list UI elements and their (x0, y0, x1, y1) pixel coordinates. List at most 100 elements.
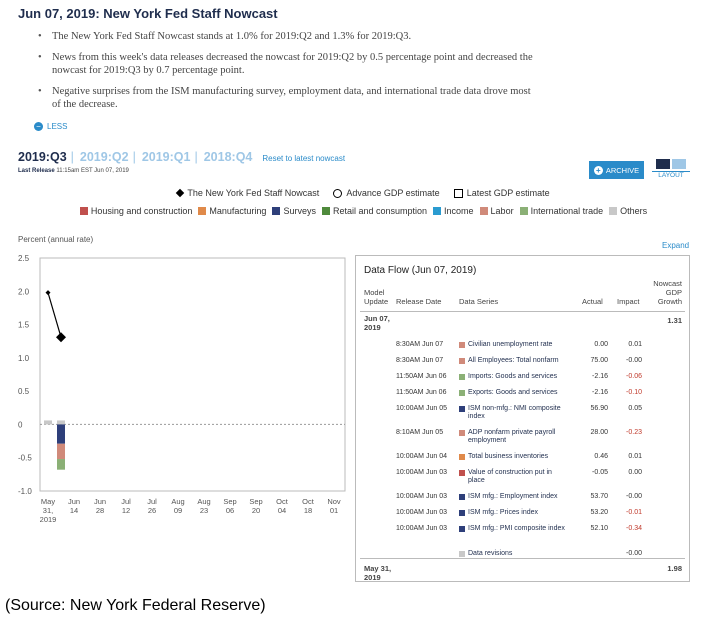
tab-separator: | (70, 150, 74, 164)
x-tick-label: 20 (252, 506, 260, 515)
data-series-header: Data Series (459, 297, 499, 306)
contribution-bar (57, 459, 65, 470)
tab-2019q1[interactable]: 2019:Q1 (141, 150, 191, 164)
series-swatch (459, 551, 465, 557)
legend-swatch (609, 207, 618, 215)
summary-bullet: The New York Fed Staff Nowcast stands at… (38, 30, 536, 43)
circle-icon (333, 188, 343, 198)
impact-cell: -0.23 (626, 429, 642, 436)
tab-separator: | (194, 150, 198, 164)
tab-2019q3[interactable]: 2019:Q3 (18, 150, 67, 164)
layout-button[interactable]: LAYOUT (652, 159, 690, 181)
release-date-cell: 10:00AM Jun 03 (396, 509, 447, 516)
data-series-cell: Data revisions (468, 550, 513, 557)
x-tick-label: May (41, 497, 55, 506)
square-icon (453, 188, 463, 198)
legend-swatch (272, 207, 281, 215)
contribution-bar (57, 420, 65, 425)
actual-cell: 53.70 (590, 493, 608, 500)
data-series-cell: Exports: Goods and services (468, 389, 558, 396)
legend-item: Surveys (272, 206, 316, 216)
legend-item: Latest GDP estimate (453, 188, 550, 198)
category-legend: Housing and construction Manufacturing Sur… (0, 206, 727, 216)
diamond-icon (176, 188, 185, 198)
x-tick-label: Jul (121, 497, 131, 506)
x-tick-label: 14 (70, 506, 78, 515)
data-flow-panel: Data Flow (Jun 07, 2019) Model Update Re… (355, 255, 690, 582)
impact-cell: 0.01 (628, 341, 642, 348)
legend-item: The New York Fed Staff Nowcast (176, 188, 320, 198)
x-tick-label: 09 (174, 506, 182, 515)
series-swatch (459, 494, 465, 500)
less-toggle[interactable]: − LESS (34, 122, 67, 131)
tab-2018q4[interactable]: 2018:Q4 (203, 150, 253, 164)
data-flow-title: Data Flow (Jun 07, 2019) (364, 265, 477, 276)
series-swatch (459, 430, 465, 436)
series-swatch (459, 526, 465, 532)
contribution-bar (44, 420, 52, 425)
x-tick-label: Aug (197, 497, 210, 506)
legend-item: Housing and construction (79, 206, 193, 216)
nowcast-point (45, 290, 51, 296)
contribution-bar (57, 424, 65, 444)
expand-link[interactable]: Expand (662, 241, 690, 250)
y-tick-label: 0.5 (18, 387, 30, 396)
legend-swatch (519, 207, 528, 215)
release-date-header: Release Date (396, 297, 442, 306)
data-series-cell: ISM mfg.: Employment index (468, 493, 558, 500)
archive-button[interactable]: + ARCHIVE (589, 161, 644, 179)
y-tick-label: 0 (18, 420, 23, 429)
minus-circle-icon: − (34, 122, 43, 131)
legend-label: Retail and consumption (332, 206, 428, 216)
contribution-bar (57, 443, 65, 460)
legend-item: Advance GDP estimate (333, 188, 440, 198)
x-tick-label: 28 (96, 506, 104, 515)
data-series-cell: Value of construction put in place (468, 469, 552, 484)
current-update-date: Jun 07, 2019 (364, 314, 390, 332)
series-swatch (459, 374, 465, 380)
footer-divider (360, 558, 685, 559)
release-date-cell: 11:50AM Jun 06 (396, 373, 447, 380)
y-tick-label: 1.0 (18, 354, 30, 363)
legend-label: Labor (490, 206, 514, 216)
plus-circle-icon: + (593, 165, 603, 175)
header-divider (360, 311, 685, 312)
nowcast-point (56, 332, 66, 343)
last-release-value: 11:15am EST Jun 07, 2019 (56, 168, 129, 174)
release-date-cell: 10:00AM Jun 04 (396, 453, 447, 460)
legend-label: The New York Fed Staff Nowcast (187, 188, 320, 198)
actual-cell: 53.20 (590, 509, 608, 516)
x-tick-label: Oct (302, 497, 315, 506)
reset-to-latest-link[interactable]: Reset to latest nowcast (262, 154, 346, 163)
x-tick-label: 18 (304, 506, 312, 515)
actual-cell: -0.05 (592, 469, 608, 476)
tab-2019q2[interactable]: 2019:Q2 (79, 150, 129, 164)
quarter-tabs: 2019:Q3 | 2019:Q2 | 2019:Q1 | 2018:Q4 Re… (18, 150, 345, 164)
x-tick-label: 04 (278, 506, 286, 515)
nowcast-chart: 2.52.01.51.00.50-0.5-1.0May31,2019Jun14J… (18, 254, 346, 524)
y-tick-label: -0.5 (18, 454, 32, 463)
y-tick-label: -1.0 (18, 487, 32, 496)
legend-label: Surveys (283, 206, 316, 216)
impact-cell: 0.01 (628, 453, 642, 460)
data-series-cell: All Employees: Total nonfarm (468, 357, 559, 364)
x-tick-label: 31, (43, 506, 53, 515)
x-tick-label: Jul (147, 497, 157, 506)
series-swatch (459, 454, 465, 460)
release-date-cell: 8:30AM Jun 07 (396, 357, 444, 364)
legend-label: Housing and construction (90, 206, 193, 216)
release-date-cell: 10:00AM Jun 05 (396, 405, 447, 412)
y-tick-label: 1.5 (18, 321, 30, 330)
current-nowcast-value: 1.31 (667, 316, 682, 325)
data-series-cell: Total business inventories (468, 453, 549, 460)
x-tick-label: Sep (249, 497, 262, 506)
series-swatch (459, 358, 465, 364)
legend-label: Latest GDP estimate (466, 188, 550, 198)
actual-header: Actual (582, 297, 603, 306)
impact-cell: 0.00 (628, 469, 642, 476)
actual-cell: 52.10 (590, 525, 608, 532)
legend-item: Manufacturing (198, 206, 266, 216)
data-series-cell: Civilian unemployment rate (468, 341, 553, 348)
actual-cell: 0.00 (594, 341, 608, 348)
x-tick-label: Nov (327, 497, 341, 506)
